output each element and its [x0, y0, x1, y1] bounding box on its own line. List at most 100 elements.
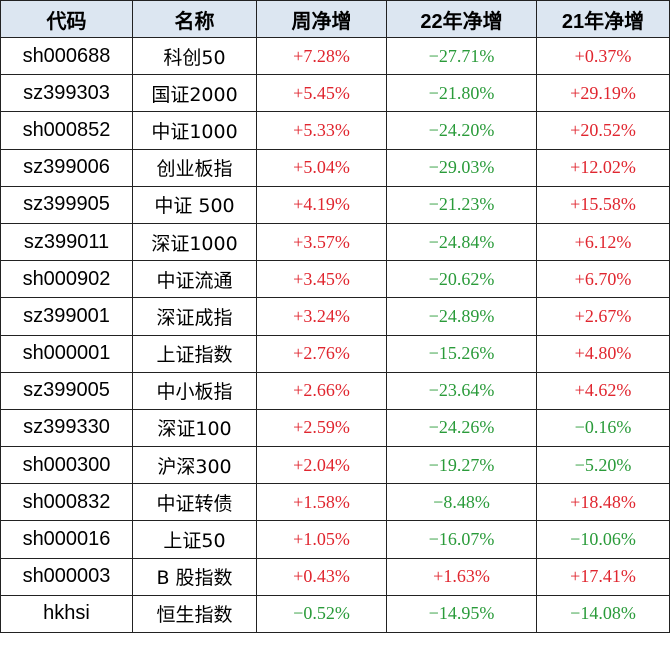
cell-2022-change: −20.62% — [386, 260, 537, 299]
header-code: 代码 — [0, 0, 133, 38]
table-row: sh000852 中证1000 +5.33% −24.20% +20.52% — [0, 111, 670, 150]
cell-2022-change: +1.63% — [386, 557, 537, 596]
cell-code: sz399303 — [0, 74, 133, 113]
cell-week-change: +2.66% — [256, 371, 387, 410]
cell-2021-change: −14.08% — [536, 594, 670, 634]
cell-2021-change: +18.48% — [536, 483, 670, 522]
table-row: sz399011 深证1000 +3.57% −24.84% +6.12% — [0, 222, 670, 262]
cell-2022-change: −27.71% — [386, 36, 537, 76]
cell-week-change: +1.58% — [256, 483, 387, 522]
cell-code: sz399006 — [0, 148, 133, 187]
cell-code: sh000852 — [0, 111, 133, 150]
cell-name: 深证1000 — [132, 222, 257, 262]
cell-2022-change: −29.03% — [386, 148, 537, 187]
table-row: sz399005 中小板指 +2.66% −23.64% +4.62% — [0, 371, 670, 410]
cell-week-change: +2.76% — [256, 334, 387, 373]
cell-code: sh000688 — [0, 36, 133, 76]
cell-2021-change: +4.80% — [536, 334, 670, 373]
cell-code: sz399011 — [0, 222, 133, 262]
cell-2022-change: −21.23% — [386, 185, 537, 224]
cell-2021-change: +2.67% — [536, 297, 670, 336]
header-2022-change: 22年净增 — [386, 0, 537, 38]
cell-name: 科创50 — [132, 36, 257, 76]
cell-week-change: +5.04% — [256, 148, 387, 187]
cell-week-change: +0.43% — [256, 557, 387, 596]
table-row: sh000832 中证转债 +1.58% −8.48% +18.48% — [0, 483, 670, 522]
cell-2021-change: +12.02% — [536, 148, 670, 187]
cell-code: sz399905 — [0, 185, 133, 224]
cell-name: 深证成指 — [132, 297, 257, 336]
cell-name: 上证50 — [132, 520, 257, 559]
table-row: sh000902 中证流通 +3.45% −20.62% +6.70% — [0, 260, 670, 299]
cell-2022-change: −24.26% — [386, 408, 537, 448]
cell-2022-change: −16.07% — [386, 520, 537, 559]
cell-2022-change: −24.20% — [386, 111, 537, 150]
cell-2021-change: +6.12% — [536, 222, 670, 262]
cell-code: sz399005 — [0, 371, 133, 410]
table-row: sz399905 中证 500 +4.19% −21.23% +15.58% — [0, 185, 670, 224]
cell-name: 中证1000 — [132, 111, 257, 150]
cell-week-change: +3.24% — [256, 297, 387, 336]
table-row: sh000001 上证指数 +2.76% −15.26% +4.80% — [0, 334, 670, 373]
cell-2021-change: +6.70% — [536, 260, 670, 299]
cell-week-change: +1.05% — [256, 520, 387, 559]
cell-2022-change: −19.27% — [386, 446, 537, 485]
cell-code: sh000016 — [0, 520, 133, 559]
cell-2022-change: −24.84% — [386, 222, 537, 262]
cell-2022-change: −24.89% — [386, 297, 537, 336]
table-row: hkhsi 恒生指数 −0.52% −14.95% −14.08% — [0, 594, 670, 634]
cell-code: sh000003 — [0, 557, 133, 596]
cell-week-change: +2.59% — [256, 408, 387, 448]
table-header: 代码 名称 周净增 22年净增 21年净增 — [0, 0, 670, 38]
cell-name: 深证100 — [132, 408, 257, 448]
cell-2022-change: −8.48% — [386, 483, 537, 522]
cell-2021-change: +17.41% — [536, 557, 670, 596]
cell-week-change: +3.45% — [256, 260, 387, 299]
cell-code: hkhsi — [0, 594, 133, 634]
cell-name: 中证 500 — [132, 185, 257, 224]
header-name: 名称 — [132, 0, 257, 38]
cell-2021-change: +20.52% — [536, 111, 670, 150]
cell-name: 创业板指 — [132, 148, 257, 187]
table-row: sz399330 深证100 +2.59% −24.26% −0.16% — [0, 408, 670, 448]
cell-name: 恒生指数 — [132, 594, 257, 634]
cell-code: sh000832 — [0, 483, 133, 522]
table-row: sz399303 国证2000 +5.45% −21.80% +29.19% — [0, 74, 670, 113]
cell-code: sz399001 — [0, 297, 133, 336]
cell-code: sz399330 — [0, 408, 133, 448]
cell-code: sh000001 — [0, 334, 133, 373]
cell-week-change: +3.57% — [256, 222, 387, 262]
header-2021-change: 21年净增 — [536, 0, 670, 38]
cell-code: sh000902 — [0, 260, 133, 299]
cell-week-change: +4.19% — [256, 185, 387, 224]
cell-week-change: −0.52% — [256, 594, 387, 634]
cell-week-change: +7.28% — [256, 36, 387, 76]
cell-name: B 股指数 — [132, 557, 257, 596]
cell-code: sh000300 — [0, 446, 133, 485]
cell-name: 沪深300 — [132, 446, 257, 485]
cell-2021-change: −5.20% — [536, 446, 670, 485]
table-row: sh000688 科创50 +7.28% −27.71% +0.37% — [0, 36, 670, 76]
cell-name: 上证指数 — [132, 334, 257, 373]
table-row: sz399001 深证成指 +3.24% −24.89% +2.67% — [0, 297, 670, 336]
cell-2022-change: −21.80% — [386, 74, 537, 113]
cell-2022-change: −15.26% — [386, 334, 537, 373]
cell-2021-change: +4.62% — [536, 371, 670, 410]
header-week-change: 周净增 — [256, 0, 387, 38]
cell-name: 中证流通 — [132, 260, 257, 299]
cell-name: 中证转债 — [132, 483, 257, 522]
cell-2021-change: +29.19% — [536, 74, 670, 113]
cell-2022-change: −14.95% — [386, 594, 537, 634]
cell-2021-change: +0.37% — [536, 36, 670, 76]
table-body: sh000688 科创50 +7.28% −27.71% +0.37% sz399303… — [0, 36, 670, 634]
table-row: sh000003 B 股指数 +0.43% +1.63% +17.41% — [0, 557, 670, 596]
cell-week-change: +5.33% — [256, 111, 387, 150]
cell-name: 国证2000 — [132, 74, 257, 113]
table-row: sz399006 创业板指 +5.04% −29.03% +12.02% — [0, 148, 670, 187]
cell-2022-change: −23.64% — [386, 371, 537, 410]
cell-week-change: +5.45% — [256, 74, 387, 113]
cell-2021-change: −10.06% — [536, 520, 670, 559]
table-row: sh000016 上证50 +1.05% −16.07% −10.06% — [0, 520, 670, 559]
index-performance-table: 代码 名称 周净增 22年净增 21年净增 sh000688 科创50 +7.28%… — [0, 0, 670, 634]
header-row: 代码 名称 周净增 22年净增 21年净增 — [0, 0, 670, 38]
